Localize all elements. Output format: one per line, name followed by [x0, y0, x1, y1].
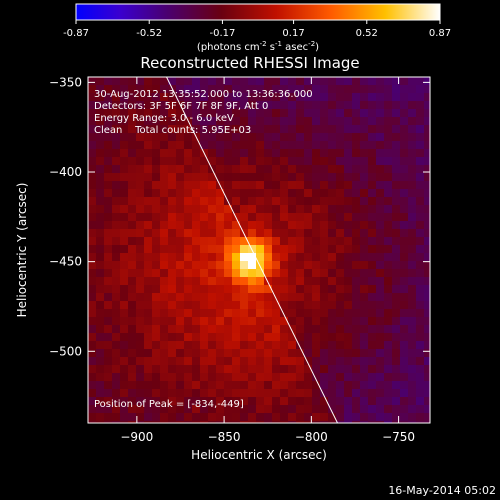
units-text: ): [315, 42, 319, 53]
info-detectors: Detectors: 3F 5F 6F 7F 8F 9F, Att 0: [94, 101, 268, 112]
x-tick-label: −900: [120, 430, 153, 444]
units-text: (photons cm: [197, 42, 260, 53]
plot-frame: [87, 76, 431, 424]
y-tick-label: −450: [49, 255, 82, 269]
info-peak-position: Position of Peak = [-834,-449]: [94, 399, 244, 410]
units-exp: -2: [308, 40, 315, 48]
timestamp: 16-May-2014 05:02: [388, 484, 496, 497]
colorbar-gradient: [75, 3, 441, 21]
y-tick-label: −400: [49, 165, 82, 179]
colorbar-tick-label: 0.17: [282, 28, 304, 39]
image-panel: [88, 77, 430, 423]
info-time-range: 30-Aug-2012 13:35:52.000 to 13:36:36.000: [94, 89, 313, 100]
colorbar-tick-label: -0.87: [63, 28, 89, 39]
y-tick-label: −350: [49, 75, 82, 89]
x-tick-label: −800: [295, 430, 328, 444]
y-tick-label: −500: [49, 344, 82, 358]
solar-limb-line: [166, 77, 338, 423]
x-axis-label: Heliocentric X (arcsec): [191, 448, 327, 462]
colorbar-tick-label: 0.52: [356, 28, 378, 39]
x-tick-label: −850: [208, 430, 241, 444]
plot-title: Reconstructed RHESSI Image: [140, 54, 359, 72]
x-axis-ticks: −900 −850 −800 −750: [120, 77, 415, 444]
colorbar-tick-label: -0.52: [136, 28, 162, 39]
info-clean-counts: Clean Total counts: 5.95E+03: [94, 125, 251, 136]
y-axis-label: Heliocentric Y (arcsec): [15, 183, 29, 318]
image-pixels: [88, 77, 430, 423]
y-axis-ticks: −350 −400 −450 −500: [49, 75, 430, 358]
info-energy-range: Energy Range: 3.0 - 6.0 keV: [94, 113, 234, 124]
units-exp: -2: [260, 40, 267, 48]
units-exp: -1: [275, 40, 282, 48]
colorbar: -0.87 -0.52 -0.17 0.17 0.52 0.87 (photons cm-…: [63, 3, 451, 53]
colorbar-tick-label: -0.17: [209, 28, 235, 39]
units-text: s: [267, 42, 275, 53]
units-text: asec: [282, 42, 308, 53]
colorbar-ticks: -0.87 -0.52 -0.17 0.17 0.52 0.87: [63, 20, 451, 39]
x-tick-label: −750: [382, 430, 415, 444]
colorbar-tick-label: 0.87: [429, 28, 451, 39]
colorbar-units-label: (photons cm-2 s-1 asec-2): [197, 40, 319, 53]
